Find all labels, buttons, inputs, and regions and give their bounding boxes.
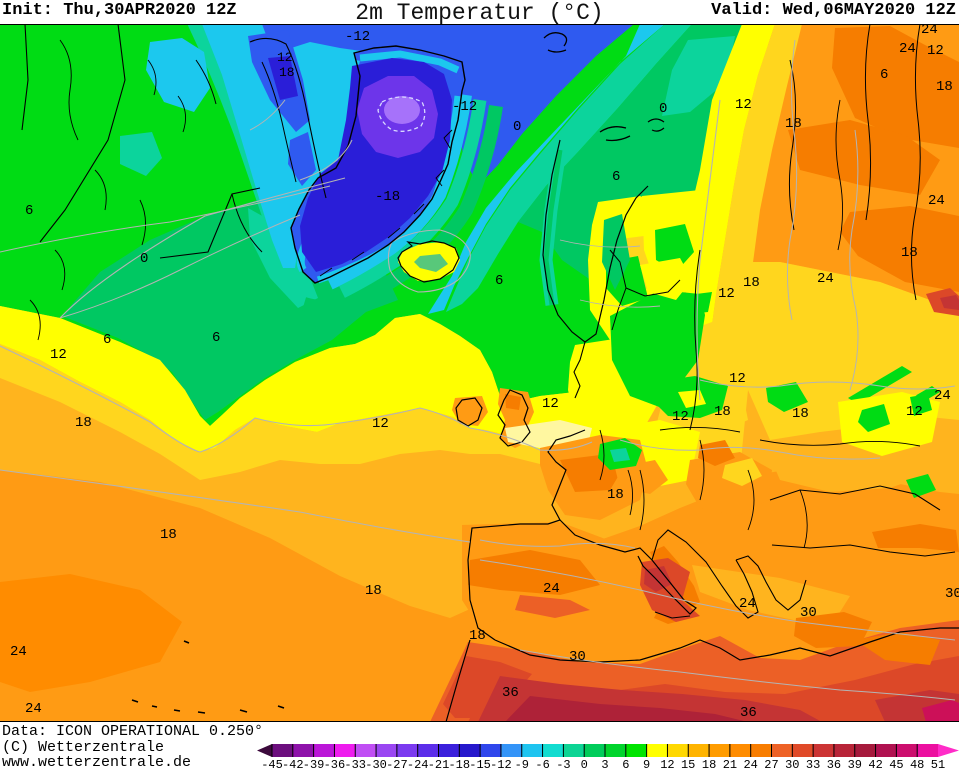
svg-text:-12: -12 — [490, 758, 512, 770]
svg-text:18: 18 — [792, 406, 809, 422]
svg-text:-30: -30 — [365, 758, 387, 770]
svg-text:-12: -12 — [452, 99, 477, 115]
svg-text:-42: -42 — [282, 758, 304, 770]
svg-text:0: 0 — [513, 119, 521, 135]
svg-text:6: 6 — [103, 332, 111, 348]
svg-text:27: 27 — [764, 758, 778, 770]
svg-text:18: 18 — [469, 628, 486, 644]
svg-text:18: 18 — [901, 245, 918, 261]
svg-text:24: 24 — [899, 41, 916, 57]
svg-text:9: 9 — [643, 758, 650, 770]
svg-text:12: 12 — [718, 286, 735, 302]
svg-text:12: 12 — [672, 409, 689, 425]
svg-text:12: 12 — [372, 416, 389, 432]
svg-text:6: 6 — [880, 67, 888, 83]
svg-text:48: 48 — [910, 758, 924, 770]
svg-text:0: 0 — [140, 251, 148, 267]
svg-text:6: 6 — [212, 330, 220, 346]
svg-text:30: 30 — [945, 586, 959, 602]
svg-text:18: 18 — [279, 65, 295, 80]
svg-text:12: 12 — [542, 396, 559, 412]
svg-text:-24: -24 — [407, 758, 429, 770]
svg-text:-36: -36 — [324, 758, 346, 770]
svg-text:-3: -3 — [556, 758, 570, 770]
svg-text:-15: -15 — [469, 758, 491, 770]
svg-text:15: 15 — [681, 758, 695, 770]
svg-text:-45: -45 — [261, 758, 283, 770]
svg-text:24: 24 — [743, 758, 757, 770]
svg-text:6: 6 — [495, 273, 503, 289]
svg-text:21: 21 — [723, 758, 737, 770]
svg-text:-27: -27 — [386, 758, 408, 770]
svg-text:18: 18 — [743, 275, 760, 291]
svg-text:30: 30 — [785, 758, 799, 770]
svg-text:12: 12 — [277, 50, 293, 65]
svg-text:42: 42 — [868, 758, 882, 770]
svg-text:18: 18 — [702, 758, 716, 770]
svg-text:24: 24 — [817, 271, 834, 287]
svg-text:18: 18 — [365, 583, 382, 599]
svg-text:36: 36 — [502, 685, 519, 701]
svg-text:0: 0 — [581, 758, 588, 770]
svg-text:24: 24 — [739, 596, 756, 612]
svg-text:0: 0 — [659, 101, 667, 117]
svg-text:24: 24 — [921, 24, 938, 38]
svg-text:24: 24 — [10, 644, 27, 660]
svg-text:12: 12 — [729, 371, 746, 387]
svg-text:-12: -12 — [345, 29, 370, 45]
svg-text:18: 18 — [160, 527, 177, 543]
svg-text:12: 12 — [50, 347, 67, 363]
svg-text:51: 51 — [931, 758, 945, 770]
svg-text:6: 6 — [25, 203, 33, 219]
svg-text:36: 36 — [740, 705, 757, 721]
svg-text:6: 6 — [622, 758, 629, 770]
svg-text:6: 6 — [612, 169, 620, 185]
svg-text:30: 30 — [800, 605, 817, 621]
svg-text:18: 18 — [785, 116, 802, 132]
svg-text:-6: -6 — [535, 758, 549, 770]
svg-text:36: 36 — [827, 758, 841, 770]
svg-text:24: 24 — [928, 193, 945, 209]
svg-text:24: 24 — [25, 701, 42, 717]
svg-text:-39: -39 — [303, 758, 325, 770]
svg-text:-33: -33 — [344, 758, 366, 770]
svg-text:18: 18 — [936, 79, 953, 95]
svg-text:24: 24 — [543, 581, 560, 597]
svg-text:18: 18 — [607, 487, 624, 503]
svg-text:33: 33 — [806, 758, 820, 770]
svg-text:12: 12 — [906, 404, 923, 420]
svg-text:12: 12 — [660, 758, 674, 770]
svg-text:12: 12 — [927, 43, 944, 59]
svg-text:39: 39 — [848, 758, 862, 770]
svg-text:18: 18 — [75, 415, 92, 431]
svg-text:3: 3 — [601, 758, 608, 770]
svg-text:30: 30 — [569, 649, 586, 665]
svg-text:-18: -18 — [375, 189, 400, 205]
svg-text:-21: -21 — [428, 758, 450, 770]
svg-text:45: 45 — [889, 758, 903, 770]
svg-text:18: 18 — [714, 404, 731, 420]
svg-text:-9: -9 — [515, 758, 529, 770]
svg-text:12: 12 — [735, 97, 752, 113]
svg-text:-18: -18 — [448, 758, 470, 770]
svg-text:24: 24 — [934, 388, 951, 404]
